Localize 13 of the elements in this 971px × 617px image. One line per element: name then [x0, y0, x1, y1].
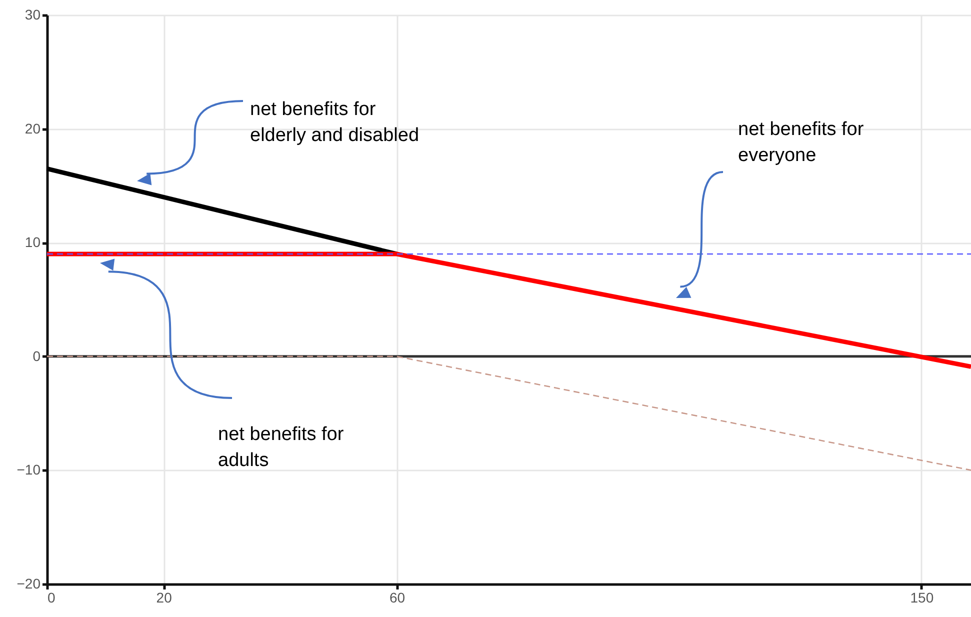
x-tick-label: 60 [389, 590, 406, 606]
annotation: net benefits for adults [218, 424, 344, 471]
x-tick-label: 150 [910, 590, 934, 606]
annotation: net benefits for everyone [738, 119, 864, 166]
y-tick-label: 10 [24, 234, 41, 250]
x-tick-label: 20 [156, 590, 172, 606]
y-tick-label: −20 [16, 576, 41, 592]
y-tick-label: 20 [24, 120, 41, 136]
y-tick-label: −10 [16, 462, 41, 478]
y-tick-label: 30 [24, 6, 41, 22]
annotation: net benefits for elderly and disabled [250, 99, 420, 146]
y-tick-label: 0 [32, 348, 41, 364]
x-tick-label: 0 [48, 590, 56, 606]
